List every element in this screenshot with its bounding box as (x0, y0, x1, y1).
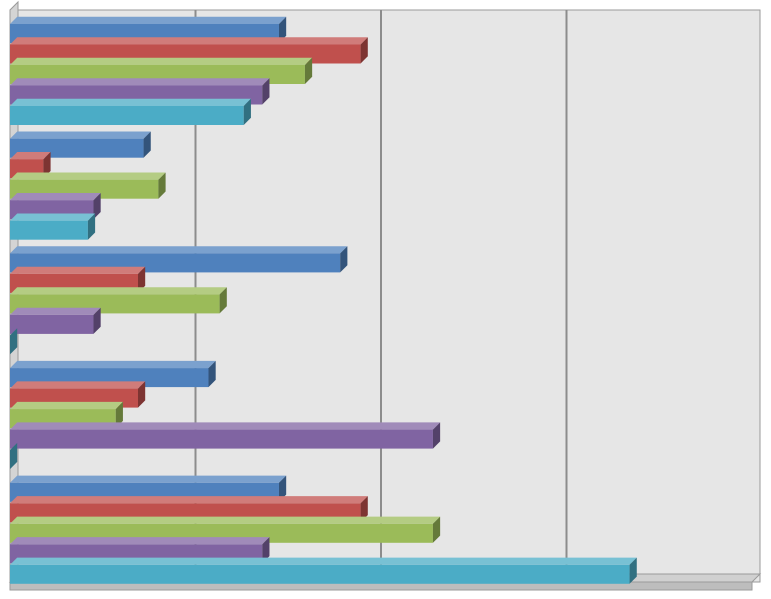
bar-end-face (208, 360, 216, 388)
bar-end-face (115, 401, 123, 429)
bar-front-face (10, 220, 88, 240)
bar-top-face (10, 496, 368, 504)
bar-top-face (10, 193, 101, 201)
bar-top-face (10, 37, 368, 45)
bar-top-face (10, 401, 123, 410)
bar-end-face (262, 78, 270, 105)
bar-top-face (10, 78, 270, 86)
bar (10, 213, 96, 240)
bar (10, 422, 441, 449)
bar (10, 328, 18, 355)
bar-end-face (10, 442, 18, 470)
bar-end-face (278, 16, 287, 43)
bar-end-face (87, 213, 96, 240)
bar-top-face (10, 287, 227, 295)
bar-end-face (219, 287, 227, 314)
bar-end-face (10, 328, 18, 355)
bar-front-face (10, 429, 433, 449)
bar-top-face (10, 246, 348, 254)
bar (10, 172, 166, 199)
bar-top-face (10, 98, 251, 106)
bar-end-face (243, 98, 251, 125)
bar-end-face (432, 422, 441, 449)
bar-end-face (158, 172, 166, 199)
bar-top-face (10, 131, 151, 139)
bar-end-face (262, 537, 270, 564)
bar-end-face (137, 266, 146, 293)
bar-top-face (10, 516, 441, 524)
bar-top-face (10, 213, 96, 221)
bar-top-face (10, 307, 101, 315)
bar-top-face (10, 57, 313, 65)
bar-top-face (10, 475, 287, 483)
bar-end-face (360, 37, 368, 64)
bar-end-face (340, 246, 348, 273)
bar-end-face (278, 475, 287, 502)
bar (10, 557, 637, 584)
bar (10, 442, 18, 470)
bar-top-face (10, 381, 146, 389)
bar-front-face (10, 314, 94, 334)
bar-end-face (432, 516, 441, 543)
bar-front-face (10, 106, 244, 125)
bar-end-face (93, 193, 101, 220)
bar-top-face (10, 266, 146, 274)
bar-top-face (10, 16, 287, 24)
bar-end-face (137, 381, 146, 408)
bar-top-face (10, 537, 270, 545)
bar-top-face (10, 422, 441, 430)
bar-end-face (629, 557, 637, 584)
bar (10, 98, 251, 125)
bar-end-face (304, 57, 313, 84)
bar-front-face (10, 564, 630, 584)
bar-top-face (10, 557, 637, 565)
bar-end-face (360, 496, 368, 523)
bar-end-face (93, 307, 101, 334)
bar-end-face (43, 152, 51, 179)
bar-top-face (10, 360, 216, 369)
chart-bars (10, 16, 637, 584)
bar-top-face (10, 152, 51, 160)
bar-end-face (143, 131, 151, 158)
bar-top-face (10, 172, 166, 180)
bar (10, 307, 101, 334)
